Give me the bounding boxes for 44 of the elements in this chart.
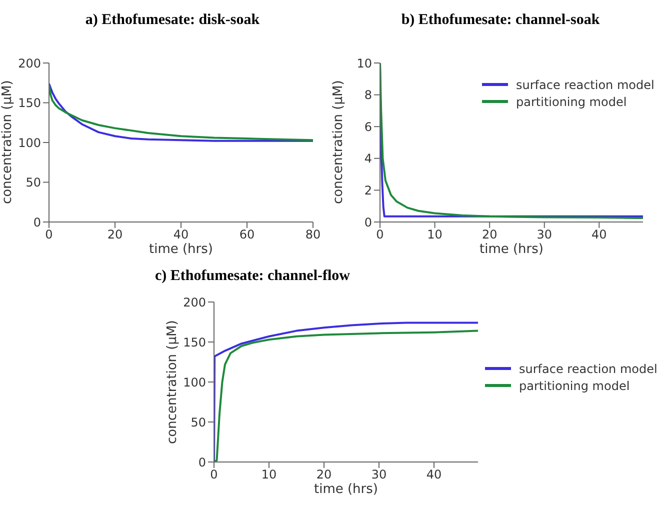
x-tick-label: 30 (371, 468, 387, 482)
y-tick-label: 0 (33, 215, 41, 230)
x-axis-title: time (hrs) (148, 242, 214, 257)
y-tick-label: 50 (26, 176, 41, 190)
y-tick-label: 4 (364, 152, 372, 166)
legend-label: surface reaction model (519, 362, 658, 376)
x-tick-label: 20 (107, 228, 123, 242)
chart-title: b) Ethofumesate: channel-soak (401, 12, 600, 28)
legend-label: partitioning model (519, 378, 630, 392)
y-tick-label: 100 (18, 136, 41, 150)
chart-title: a) Ethofumesate: disk-soak (85, 12, 260, 28)
x-axis-title: time (hrs) (478, 242, 544, 257)
y-tick-label: 200 (183, 295, 206, 310)
x-axis-title: time (hrs) (312, 482, 379, 497)
y-tick-label: 50 (190, 415, 206, 430)
x-tick-label: 30 (536, 228, 552, 242)
y-tick-label: 0 (364, 215, 372, 230)
x-tick-label: 20 (482, 228, 498, 242)
x-tick-label: 40 (592, 228, 607, 242)
x-tick-label: 0 (45, 228, 53, 242)
x-tick-label: 0 (210, 468, 218, 482)
y-axis-title: concentration (μM) (165, 320, 180, 444)
x-tick-label: 80 (305, 228, 321, 242)
y-axis-title: concentration (μM) (0, 80, 15, 206)
y-tick-label: 10 (356, 56, 372, 70)
x-tick-label: 20 (316, 468, 332, 482)
y-tick-label: 150 (18, 96, 41, 110)
y-tick-label: 8 (364, 88, 372, 102)
y-tick-label: 200 (18, 56, 41, 70)
y-axis-title: concentration (μM) (331, 80, 346, 206)
y-tick-label: 100 (183, 375, 206, 390)
y-tick-label: 6 (364, 120, 372, 134)
x-tick-label: 60 (239, 228, 255, 242)
y-tick-label: 150 (183, 335, 206, 350)
x-tick-label: 40 (426, 468, 442, 482)
x-tick-label: 40 (173, 228, 189, 242)
x-tick-label: 0 (376, 228, 384, 242)
x-tick-label: 10 (427, 228, 442, 242)
legend-label: partitioning model (516, 94, 627, 108)
y-tick-label: 0 (198, 455, 206, 470)
y-tick-label: 2 (364, 183, 372, 198)
x-tick-label: 10 (261, 468, 277, 482)
chart-title: c) Ethofumesate: channel-flow (155, 268, 350, 284)
legend-label: surface reaction model (516, 78, 654, 92)
